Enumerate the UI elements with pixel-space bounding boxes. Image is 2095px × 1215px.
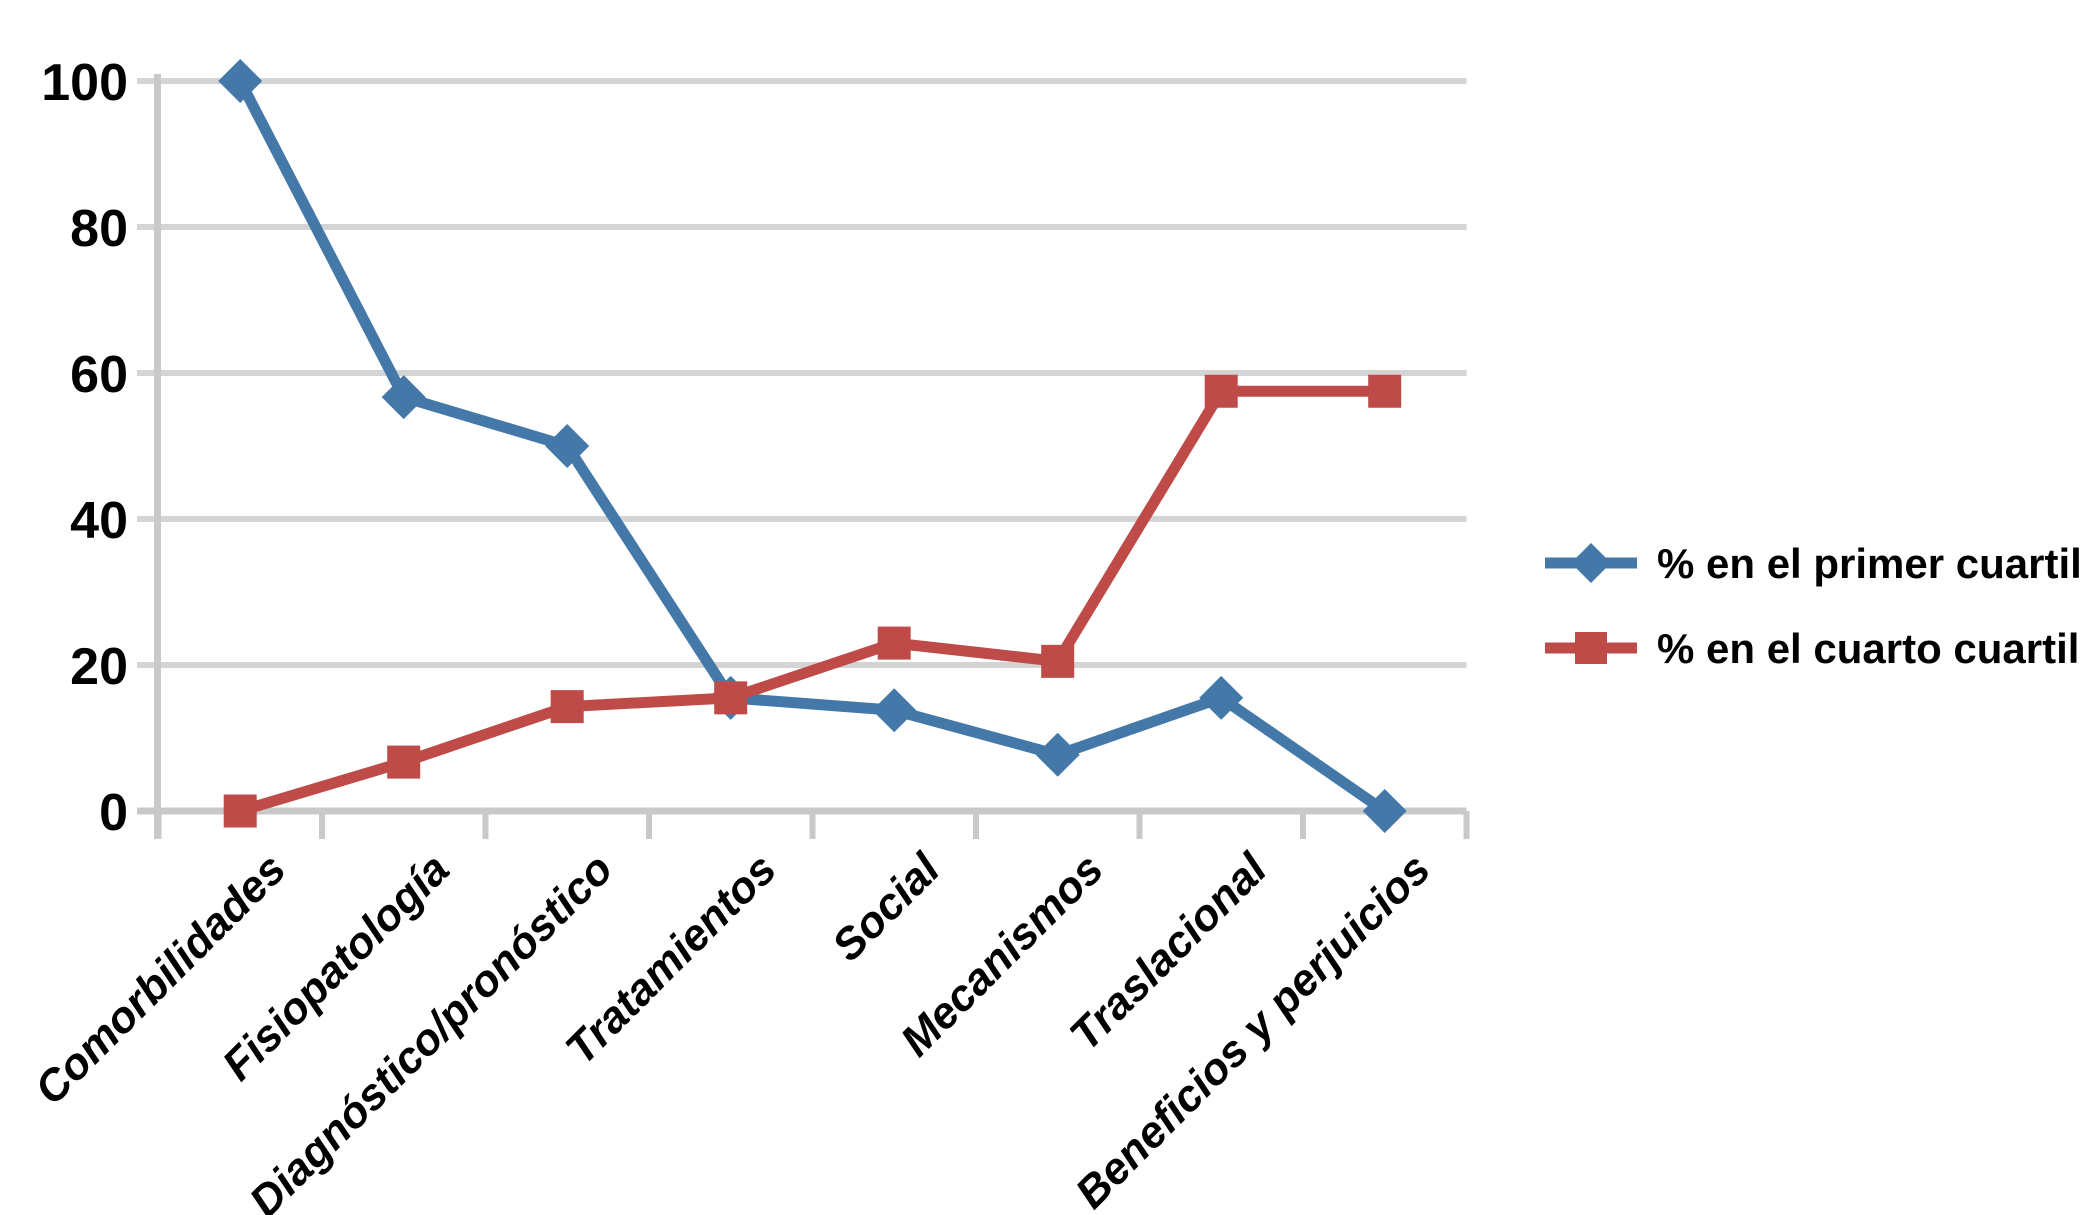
series-layer — [218, 59, 1407, 833]
series-line — [238, 385, 1385, 817]
data-point-square — [223, 794, 257, 828]
data-point-square — [714, 681, 748, 715]
series-primer-cuartil — [218, 59, 1407, 833]
y-tick-label: 20 — [70, 638, 128, 696]
y-tick-label: 40 — [70, 492, 128, 550]
data-point-diamond — [218, 59, 263, 103]
series-cuarto-cuartil — [223, 374, 1402, 828]
data-point-square — [877, 626, 911, 660]
series-line — [235, 78, 1388, 816]
data-point-square — [1204, 374, 1238, 408]
data-point-diamond — [545, 424, 590, 468]
data-point-diamond — [381, 375, 426, 420]
legend-square-icon — [1575, 632, 1607, 664]
data-point-square — [550, 690, 584, 724]
legend-diamond-icon — [1571, 543, 1611, 583]
y-tick-labels: 100 80 60 40 20 0 — [41, 54, 128, 842]
data-point-diamond — [1362, 789, 1407, 833]
legend-label-cuarto: % en el cuarto cuartil — [1657, 625, 2079, 672]
gridlines — [137, 78, 1467, 815]
legend: % en el primer cuartil % en el cuarto cu… — [1545, 540, 2082, 672]
data-point-square — [1041, 644, 1075, 678]
legend-label-primer: % en el primer cuartil — [1657, 540, 2082, 587]
legend-item-primer-cuartil: % en el primer cuartil — [1545, 540, 2082, 587]
y-tick-label: 0 — [99, 784, 128, 842]
y-tick-label: 80 — [70, 200, 128, 258]
data-point-diamond — [1035, 732, 1080, 777]
x-axis — [155, 811, 1470, 839]
data-point-diamond — [1199, 675, 1244, 720]
x-category-label: Social — [823, 844, 950, 971]
data-point-diamond — [872, 688, 917, 733]
y-tick-label: 100 — [41, 54, 128, 112]
y-tick-label: 60 — [70, 346, 128, 404]
data-point-square — [1368, 374, 1402, 408]
data-point-square — [387, 745, 421, 779]
legend-item-cuarto-cuartil: % en el cuarto cuartil — [1545, 625, 2079, 672]
x-tick-labels: ComorbilidadesFisiopatologíaDiagnóstico/… — [26, 844, 1440, 1215]
